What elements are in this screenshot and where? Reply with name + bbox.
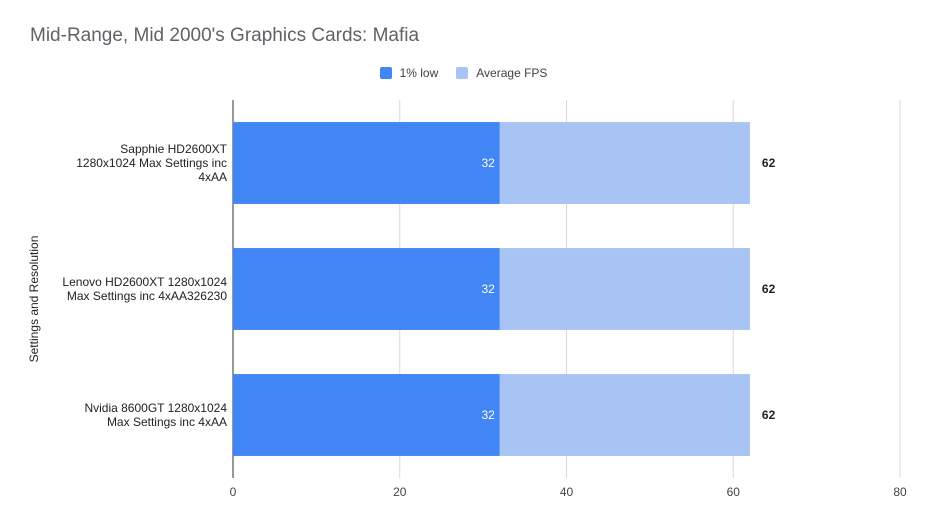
bar-average-fps <box>499 122 750 204</box>
legend-swatch-average-fps <box>456 67 469 79</box>
category-label: Sapphie HD2600XT 1280x1024 Max Settings … <box>76 142 227 184</box>
legend-label-1pct-low: 1% low <box>399 66 439 80</box>
x-tick-label: 40 <box>560 485 574 499</box>
bar-average-fps <box>499 374 750 456</box>
data-label-total: 62 <box>762 156 776 170</box>
x-tick-label: 80 <box>893 485 907 499</box>
category-label: Nvidia 8600GT 1280x1024 Max Settings inc… <box>84 401 227 429</box>
legend: 1% low Average FPS <box>0 66 927 80</box>
data-label-1pct-low: 32 <box>481 282 495 296</box>
x-tick-label: 0 <box>230 485 237 499</box>
chart-title: Mid-Range, Mid 2000's Graphics Cards: Ma… <box>30 25 420 46</box>
x-tick-label: 60 <box>727 485 741 499</box>
data-label-1pct-low: 32 <box>481 408 495 422</box>
bar-1pct-low <box>233 248 500 330</box>
legend-swatch-1pct-low <box>379 67 392 79</box>
data-label-total: 62 <box>762 282 776 296</box>
data-label-1pct-low: 32 <box>481 156 495 170</box>
bar-average-fps <box>499 248 750 330</box>
x-tick-label: 20 <box>393 485 407 499</box>
category-label: Lenovo HD2600XT 1280x1024 Max Settings i… <box>62 275 227 303</box>
bar-1pct-low <box>233 122 500 204</box>
legend-label-average-fps: Average FPS <box>476 66 548 80</box>
bar-1pct-low <box>233 374 500 456</box>
data-label-total: 62 <box>762 408 776 422</box>
legend-item-average-fps[interactable]: Average FPS <box>456 66 547 80</box>
legend-item-1pct-low[interactable]: 1% low <box>379 66 439 80</box>
